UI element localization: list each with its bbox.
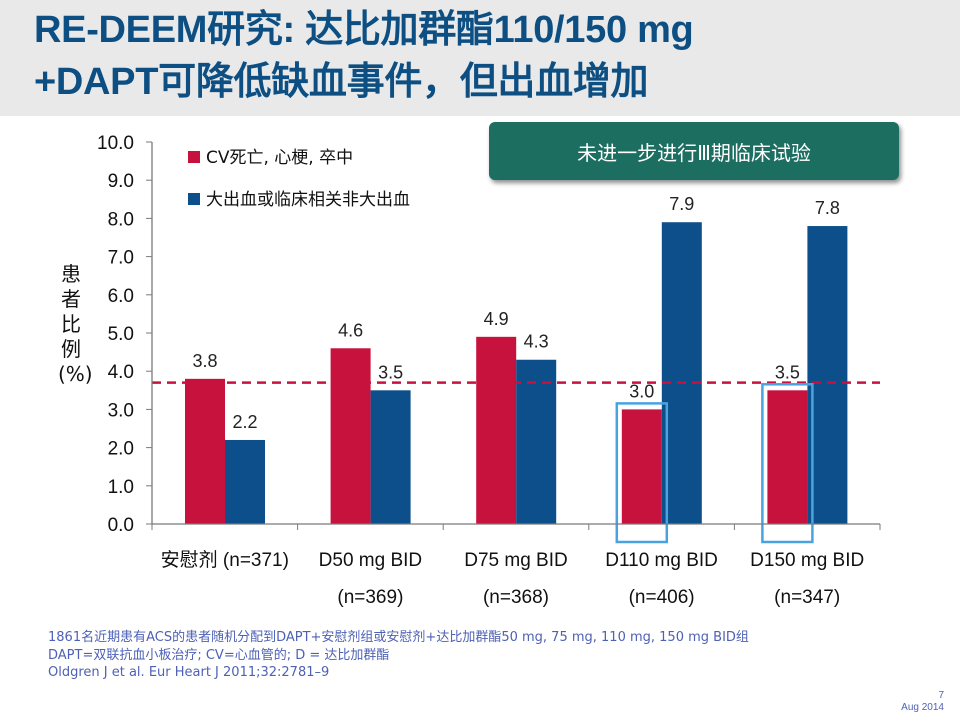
bar-bleeding [661,222,702,524]
y-tick-label: 6.0 [108,286,134,307]
x-category-sublabel: (n=368) [483,587,549,608]
y-tick-label: 8.0 [108,209,134,230]
x-category-label: D110 mg BID [605,550,718,571]
data-label: 7.9 [669,194,694,214]
callout-box: 未进一步进行Ⅲ期临床试验 [489,122,899,180]
data-label: 2.2 [232,412,257,432]
x-category-label: D50 mg BID [319,550,422,571]
legend-label: CV死亡, 心梗, 卒中 [206,148,353,168]
highlight-box [761,383,814,544]
y-tick-label: 10.0 [97,133,134,154]
data-label: 4.3 [524,332,549,352]
bar-bleeding [370,390,411,524]
y-tick-label: 7.0 [108,248,134,269]
bar-bleeding [225,439,265,524]
footnote-line: 1861名近期患有ACS的患者随机分配到DAPT+安慰剂组或安慰剂+达比加群酯5… [48,630,749,645]
x-category-sublabel: (n=406) [629,587,695,608]
bar-cv-events [185,378,225,524]
y-tick-label: 3.0 [108,400,134,421]
bar-bleeding [516,359,557,524]
footnote-line: DAPT=双联抗血小板治疗; CV=心血管的; D = 达比加群酯 [48,647,390,663]
title-band [0,0,960,116]
bar-cv-events [621,409,662,524]
data-label: 3.0 [629,381,654,401]
x-category-sublabel: (n=347) [774,587,840,608]
data-label: 4.6 [338,320,363,340]
data-label: 3.8 [192,351,217,371]
slide-date: Aug 2014 [901,702,944,713]
title-line-2: +DAPT可降低缺血事件，但出血增加 [34,61,649,103]
page-number: 7 [938,690,944,701]
data-label: 3.5 [378,362,403,382]
bar-cv-events [767,390,808,524]
bar-cv-events [330,348,371,524]
legend-label: 大出血或临床相关非大出血 [206,190,410,210]
footnote-line: Oldgren J et al. Eur Heart J 2011;32:278… [48,665,330,680]
x-category-label: D75 mg BID [464,550,567,571]
y-tick-label: 9.0 [108,171,134,192]
y-tick-label: 5.0 [108,324,134,345]
page-footer: 7 Aug 2014 [901,690,944,714]
bar-cv-events [476,336,517,524]
x-category-label: D150 mg BID [750,550,864,571]
y-tick-label: 0.0 [108,515,134,536]
footnotes: 1861名近期患有ACS的患者随机分配到DAPT+安慰剂组或安慰剂+达比加群酯5… [48,629,908,682]
legend-swatch [188,193,200,205]
highlight-box [615,402,669,544]
y-axis-label: 患者比例(%) [58,262,93,386]
y-tick-label: 4.0 [108,362,134,383]
data-label: 7.8 [815,198,840,218]
legend-swatch [188,151,200,163]
x-category-sublabel: (n=369) [337,587,403,608]
y-tick-label: 1.0 [108,477,134,498]
x-category-label: 安慰剂 (n=371) [161,549,289,571]
y-tick-label: 2.0 [108,439,134,460]
title-line-1: RE-DEEM研究: 达比加群酯110/150 mg [34,9,694,51]
data-label: 3.5 [775,362,800,382]
bar-bleeding [807,226,848,525]
data-label: 4.9 [484,309,509,329]
slide-title: RE-DEEM研究: 达比加群酯110/150 mg +DAPT可降低缺血事件，… [34,4,944,108]
